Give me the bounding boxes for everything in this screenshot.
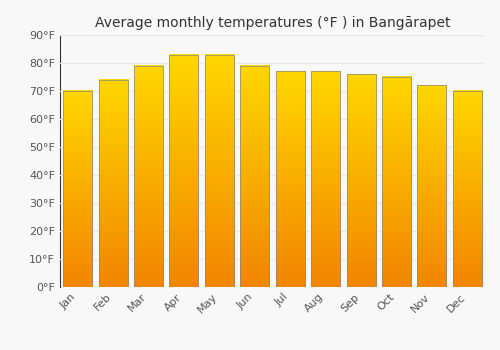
Bar xyxy=(63,91,92,287)
Bar xyxy=(453,91,482,287)
Bar xyxy=(98,80,128,287)
Title: Average monthly temperatures (°F ) in Bangārapet: Average monthly temperatures (°F ) in Ba… xyxy=(95,16,450,30)
Bar xyxy=(418,85,446,287)
Bar xyxy=(170,55,198,287)
Bar xyxy=(240,66,270,287)
Bar xyxy=(311,71,340,287)
Bar xyxy=(205,55,234,287)
Bar xyxy=(276,71,304,287)
Bar xyxy=(382,77,411,287)
Bar xyxy=(134,66,163,287)
Bar xyxy=(346,74,376,287)
